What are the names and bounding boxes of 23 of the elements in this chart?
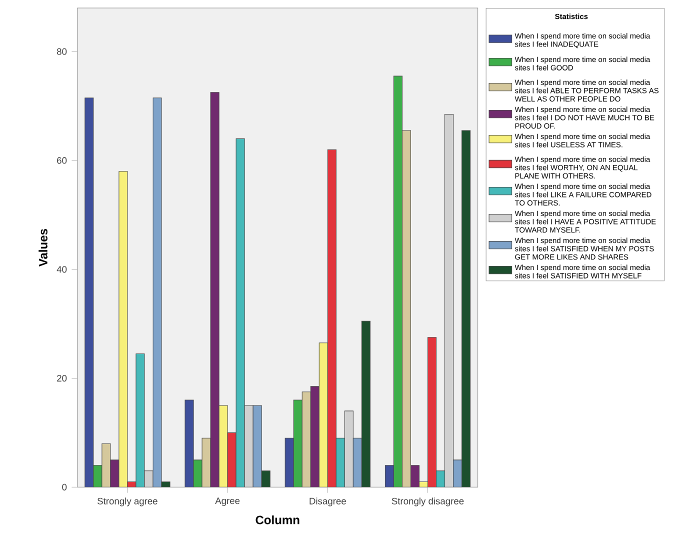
bar xyxy=(302,392,311,488)
y-tick-label: 40 xyxy=(56,266,67,273)
y-tick-label: 80 xyxy=(57,48,67,56)
x-tick-label: Agree xyxy=(215,498,240,506)
y-tick-label: 0 xyxy=(62,484,67,491)
y-axis-title: Values xyxy=(38,229,48,267)
x-tick-label: Strongly disagree xyxy=(392,498,464,507)
y-tick-label: 20 xyxy=(57,375,67,382)
bar xyxy=(410,465,420,488)
bar xyxy=(84,98,94,488)
bar xyxy=(453,460,462,488)
x-tick-label: Strongly agree xyxy=(97,498,158,507)
bar xyxy=(427,337,437,488)
bar xyxy=(310,386,320,488)
y-tick-label: 60 xyxy=(57,157,67,164)
x-tick-label: Disagree xyxy=(310,498,346,507)
bar xyxy=(284,438,294,488)
bar xyxy=(327,150,336,488)
bar xyxy=(402,130,412,488)
bar xyxy=(352,438,362,488)
x-axis-title: Column xyxy=(256,516,300,524)
bar xyxy=(384,465,394,488)
bar xyxy=(252,405,262,488)
